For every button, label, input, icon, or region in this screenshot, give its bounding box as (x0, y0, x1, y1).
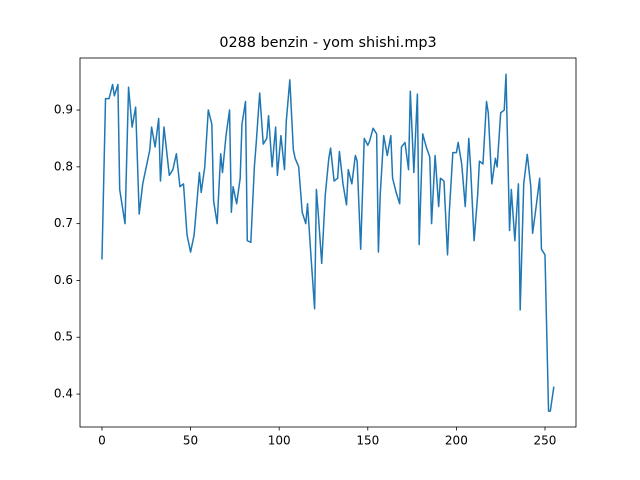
y-tick-label: 0.9 (54, 103, 73, 117)
chart-title: 0288 benzin - yom shishi.mp3 (219, 35, 436, 51)
y-tick-label: 0.6 (54, 273, 73, 287)
y-tick-label: 0.4 (54, 387, 73, 401)
x-tick-label: 100 (268, 434, 291, 448)
x-tick-label: 0 (98, 434, 106, 448)
y-tick-label: 0.7 (54, 216, 73, 230)
y-tick-label: 0.8 (54, 159, 73, 173)
x-tick-label: 250 (534, 434, 557, 448)
x-tick-label: 200 (445, 434, 468, 448)
x-tick-label: 150 (356, 434, 379, 448)
y-tick-label: 0.5 (54, 330, 73, 344)
x-tick-label: 50 (183, 434, 198, 448)
plot-frame (79, 57, 577, 428)
data-line (101, 73, 555, 412)
